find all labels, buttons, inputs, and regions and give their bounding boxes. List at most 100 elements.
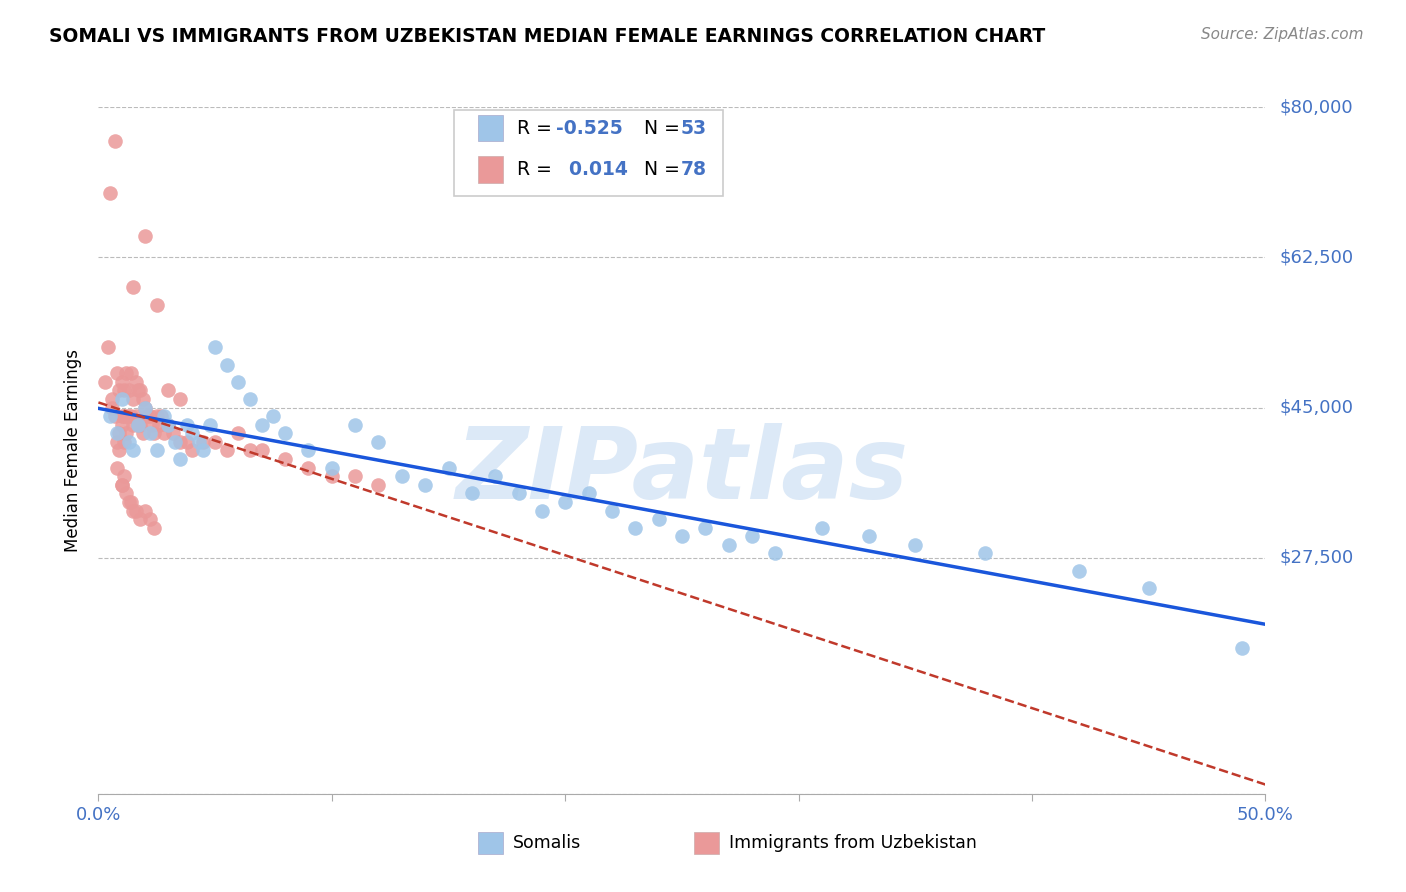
Point (108, 426, 131, 441)
Y-axis label: Median Female Earnings: Median Female Earnings (63, 349, 82, 552)
Point (974, 546, 997, 561)
Text: ZIPatlas: ZIPatlas (456, 423, 908, 519)
Point (215, 358, 238, 372)
Point (262, 409, 284, 423)
Point (297, 443, 319, 458)
Point (647, 512, 669, 526)
Point (157, 417, 180, 432)
Point (127, 417, 149, 432)
Point (274, 426, 297, 441)
Text: $80,000: $80,000 (1279, 98, 1353, 116)
Point (143, 521, 166, 535)
Point (600, 503, 623, 517)
Point (169, 392, 191, 406)
Point (671, 529, 693, 543)
Point (413, 478, 436, 492)
Text: 78: 78 (681, 160, 707, 179)
Point (122, 443, 145, 458)
Point (811, 521, 834, 535)
Point (146, 409, 169, 423)
Point (321, 460, 343, 475)
Text: SOMALI VS IMMIGRANTS FROM UZBEKISTAN MEDIAN FEMALE EARNINGS CORRELATION CHART: SOMALI VS IMMIGRANTS FROM UZBEKISTAN MED… (49, 27, 1046, 45)
Point (204, 434, 226, 449)
Point (115, 409, 138, 423)
Point (122, 392, 145, 406)
Point (115, 426, 138, 441)
Point (763, 546, 786, 561)
Point (297, 460, 319, 475)
Point (484, 469, 506, 483)
Point (180, 426, 202, 441)
Point (169, 452, 191, 467)
Point (578, 486, 600, 500)
FancyBboxPatch shape (454, 111, 723, 196)
Point (344, 417, 367, 432)
Point (129, 384, 152, 398)
Point (134, 503, 156, 517)
Text: N =: N = (631, 119, 686, 138)
Point (274, 452, 297, 467)
Point (200, 417, 222, 432)
Point (118, 409, 141, 423)
Text: $27,500: $27,500 (1279, 549, 1354, 566)
Point (146, 297, 169, 311)
Point (695, 521, 717, 535)
Point (157, 384, 180, 398)
Bar (693, 832, 720, 855)
Text: $62,500: $62,500 (1279, 248, 1354, 267)
Text: N =: N = (631, 160, 686, 179)
Point (134, 228, 156, 243)
Point (112, 384, 135, 398)
Point (139, 409, 162, 423)
Point (132, 392, 155, 406)
Point (118, 434, 141, 449)
Point (250, 443, 273, 458)
Point (108, 443, 131, 458)
Point (176, 434, 198, 449)
Point (105, 434, 128, 449)
Point (139, 426, 162, 441)
Point (461, 486, 484, 500)
Point (111, 417, 134, 432)
Text: Somalis: Somalis (513, 834, 581, 853)
Point (134, 401, 156, 415)
Bar (478, 156, 503, 183)
Point (180, 443, 202, 458)
Bar (478, 832, 503, 855)
Point (152, 409, 174, 423)
Point (139, 512, 162, 526)
Point (120, 409, 142, 423)
Point (367, 434, 389, 449)
Point (111, 375, 134, 389)
Point (104, 134, 127, 148)
Point (162, 426, 184, 441)
Point (129, 417, 152, 432)
Point (1137, 581, 1160, 595)
Point (157, 417, 180, 432)
Point (367, 478, 389, 492)
Point (112, 409, 135, 423)
Text: R =: R = (517, 160, 558, 179)
Point (125, 375, 148, 389)
Point (120, 495, 142, 509)
Point (239, 443, 262, 458)
Point (146, 443, 169, 458)
Point (193, 434, 215, 449)
Point (104, 409, 127, 423)
Point (120, 366, 142, 380)
Point (741, 529, 763, 543)
Point (105, 460, 128, 475)
Point (321, 469, 343, 483)
Point (132, 426, 155, 441)
Point (125, 503, 148, 517)
Point (193, 443, 215, 458)
Point (717, 538, 740, 552)
Point (228, 426, 250, 441)
Text: 0.014: 0.014 (555, 160, 627, 179)
Point (143, 426, 166, 441)
Point (250, 417, 273, 432)
Text: -0.525: -0.525 (555, 119, 623, 138)
Point (554, 495, 576, 509)
Point (112, 434, 135, 449)
Text: Source: ZipAtlas.com: Source: ZipAtlas.com (1201, 27, 1364, 42)
